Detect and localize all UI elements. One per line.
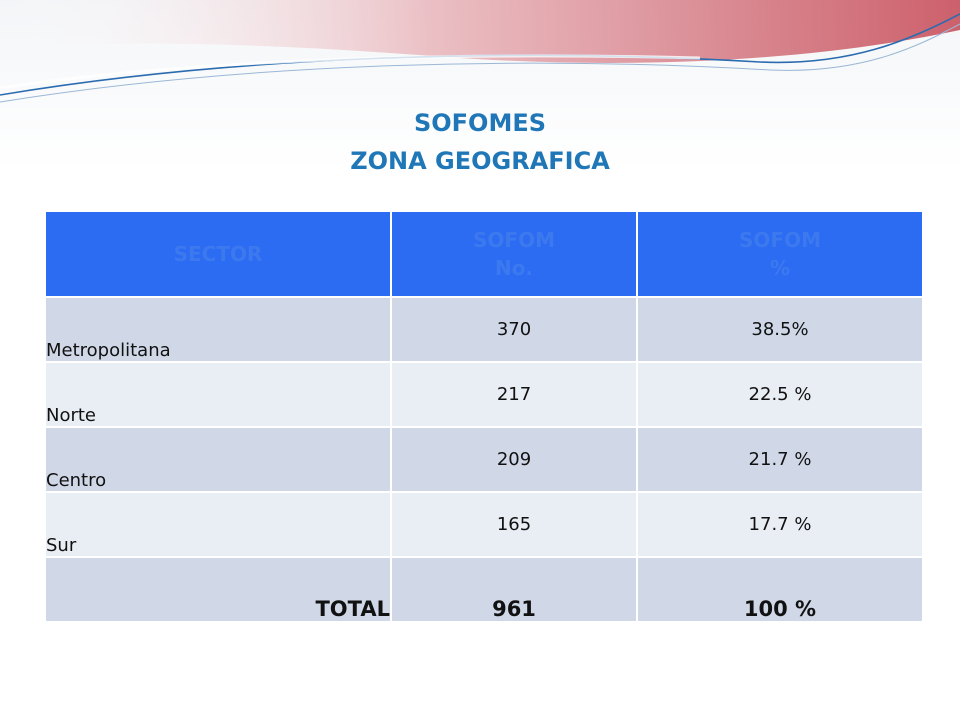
count-cell: 217	[390, 361, 638, 428]
table-row: Sur 165 17.7 %	[44, 491, 924, 558]
title-line-2: ZONA GEOGRAFICA	[350, 147, 610, 175]
count-cell: 165	[390, 491, 638, 558]
total-pct: 100 %	[636, 556, 924, 623]
pct-cell: 22.5 %	[636, 361, 924, 428]
count-cell: 209	[390, 426, 638, 493]
header-swoosh-decoration	[0, 0, 960, 170]
pct-cell: 38.5%	[636, 296, 924, 363]
header-pct-line2: %	[769, 256, 791, 280]
total-count: 961	[390, 556, 638, 623]
table-header-row: SECTOR SOFOM No. SOFOM %	[44, 210, 924, 298]
sector-cell: Sur	[44, 491, 392, 558]
header-pct-line1: SOFOM	[739, 228, 821, 252]
total-label: TOTAL	[44, 556, 392, 623]
count-cell: 370	[390, 296, 638, 363]
title-line-1: SOFOMES	[413, 109, 547, 137]
sofom-zone-table: SECTOR SOFOM No. SOFOM % Metropolitana 3…	[44, 210, 924, 623]
sector-cell: Centro	[44, 426, 392, 493]
header-sector: SECTOR	[44, 210, 392, 298]
table-row: Centro 209 21.7 %	[44, 426, 924, 493]
header-sector-label: SECTOR	[173, 242, 263, 266]
header-pct: SOFOM %	[636, 210, 924, 298]
header-count-line2: No.	[494, 256, 534, 280]
table-row: Metropolitana 370 38.5%	[44, 296, 924, 363]
slide-title: SOFOMES ZONA GEOGRAFICA	[0, 104, 960, 180]
pct-cell: 17.7 %	[636, 491, 924, 558]
header-count-line1: SOFOM	[473, 228, 555, 252]
sector-cell: Metropolitana	[44, 296, 392, 363]
total-row: TOTAL 961 100 %	[44, 556, 924, 623]
table-row: Norte 217 22.5 %	[44, 361, 924, 428]
header-count: SOFOM No.	[390, 210, 638, 298]
sector-cell: Norte	[44, 361, 392, 428]
pct-cell: 21.7 %	[636, 426, 924, 493]
